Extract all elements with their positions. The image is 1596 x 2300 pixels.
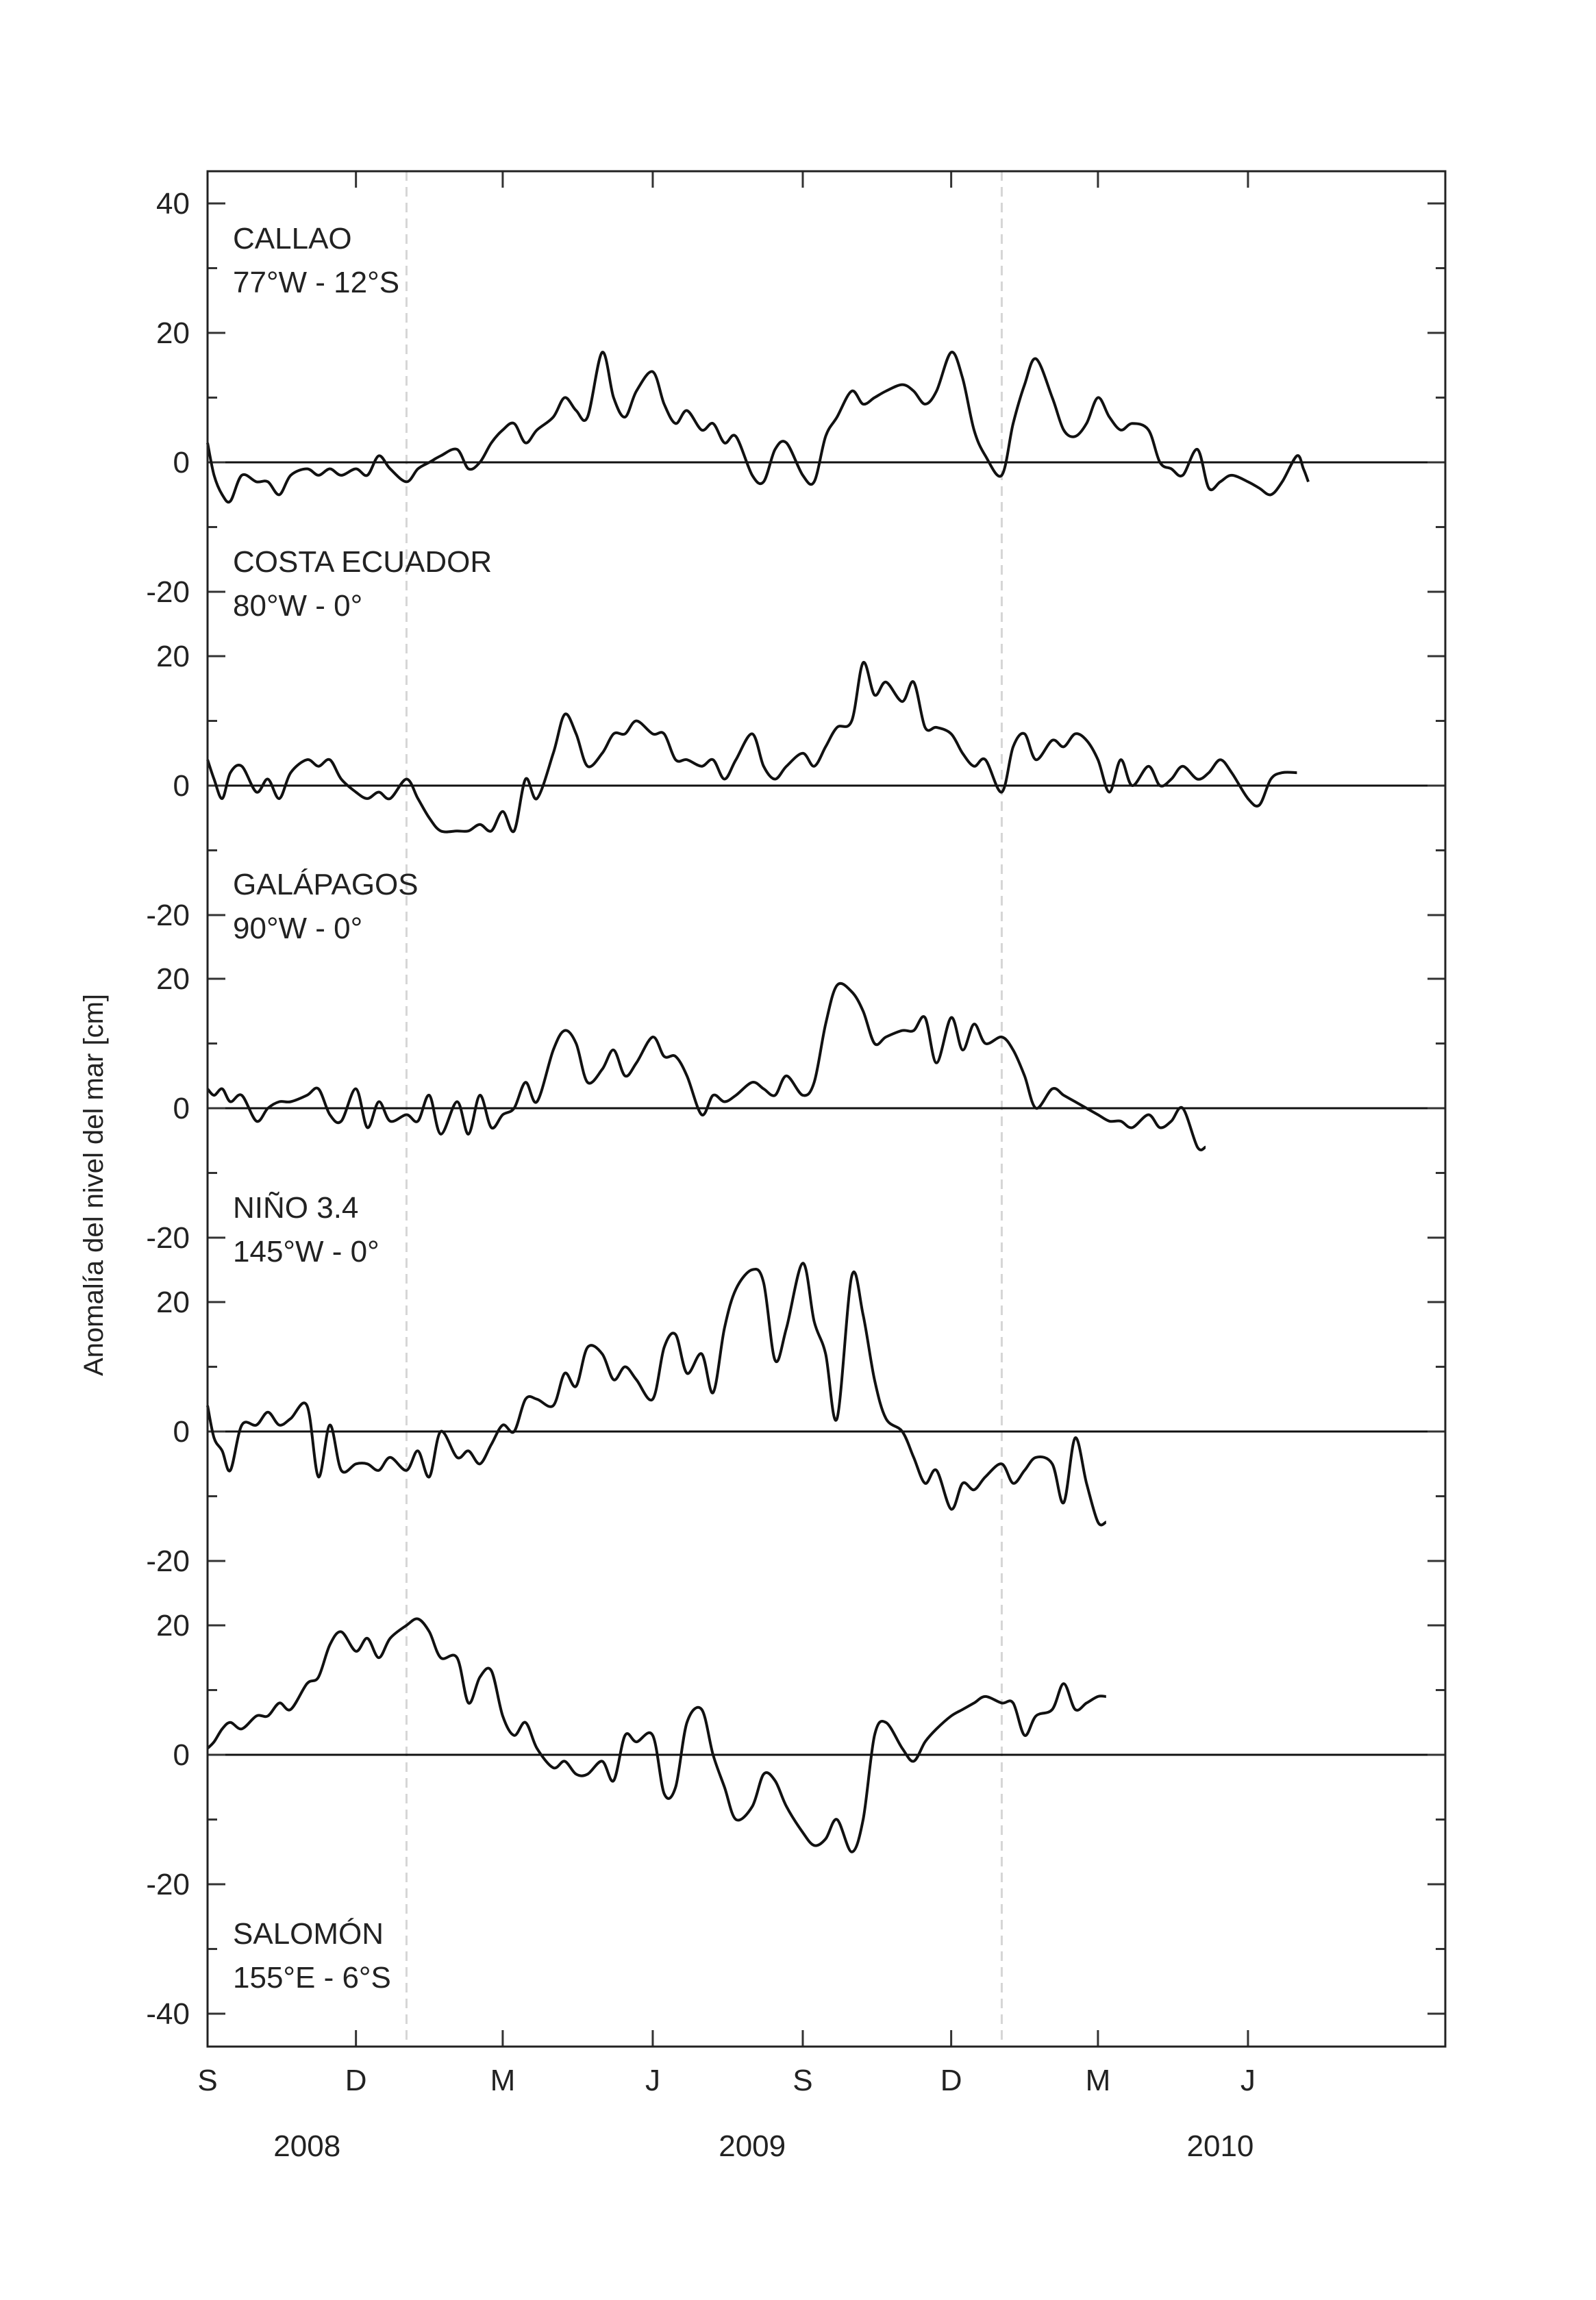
x-tick-label: M: [490, 2064, 516, 2097]
x-tick-label: M: [1086, 2064, 1111, 2097]
y-tick-label: -20: [146, 1545, 190, 1578]
y-tick-label: 40: [156, 187, 190, 221]
y-tick-label: 20: [156, 316, 190, 350]
y-tick-label: -20: [146, 1868, 190, 1901]
y-tick-label: -20: [146, 1221, 190, 1255]
y-tick-label: -40: [146, 1997, 190, 2031]
panel-name-label: NIÑO 3.4: [233, 1190, 358, 1225]
series-line: [206, 982, 1206, 1151]
x-tick-label: J: [1240, 2064, 1256, 2097]
series-line: [206, 1262, 1107, 1527]
y-tick-label: 20: [156, 962, 190, 996]
y-tick-label: 20: [156, 1286, 190, 1319]
year-label: 2009: [719, 2129, 786, 2163]
x-tick-label: D: [940, 2064, 962, 2097]
y-tick-label: -20: [146, 575, 190, 609]
year-label: 2010: [1187, 2129, 1254, 2163]
plot-frame: [206, 170, 1447, 2048]
y-tick-label: 0: [173, 446, 190, 479]
y-tick-label: 20: [156, 640, 190, 673]
panel-coords-label: 90°W - 0°: [233, 912, 362, 945]
x-tick-label: J: [645, 2064, 660, 2097]
y-axis-label: Anomalía del nivel del mar [cm]: [79, 994, 109, 1376]
panel-coords-label: 77°W - 12°S: [233, 266, 399, 299]
series-line: [206, 1617, 1106, 1853]
x-tick-label: D: [345, 2064, 367, 2097]
y-tick-label: 0: [173, 769, 190, 803]
y-tick-label: 0: [173, 1092, 190, 1125]
panel-coords-label: 80°W - 0°: [233, 589, 362, 623]
panel-coords-label: 155°E - 6°S: [233, 1961, 391, 1995]
year-label: 2008: [273, 2129, 340, 2163]
panel-name-label: COSTA ECUADOR: [233, 545, 492, 579]
y-tick-label: 0: [173, 1415, 190, 1449]
y-tick-label: 0: [173, 1738, 190, 1772]
y-tick-label: -20: [146, 899, 190, 932]
series-line: [206, 661, 1297, 834]
panel-coords-label: 145°W - 0°: [233, 1235, 379, 1268]
y-tick-label: 20: [156, 1609, 190, 1642]
panel-name-label: SALOMÓN: [233, 1917, 384, 1951]
series-line: [206, 351, 1310, 504]
panel-name-label: CALLAO: [233, 222, 352, 255]
panel-name-label: GALÁPAGOS: [233, 868, 419, 901]
x-tick-label: S: [197, 2064, 217, 2097]
x-tick-label: S: [793, 2064, 812, 2097]
